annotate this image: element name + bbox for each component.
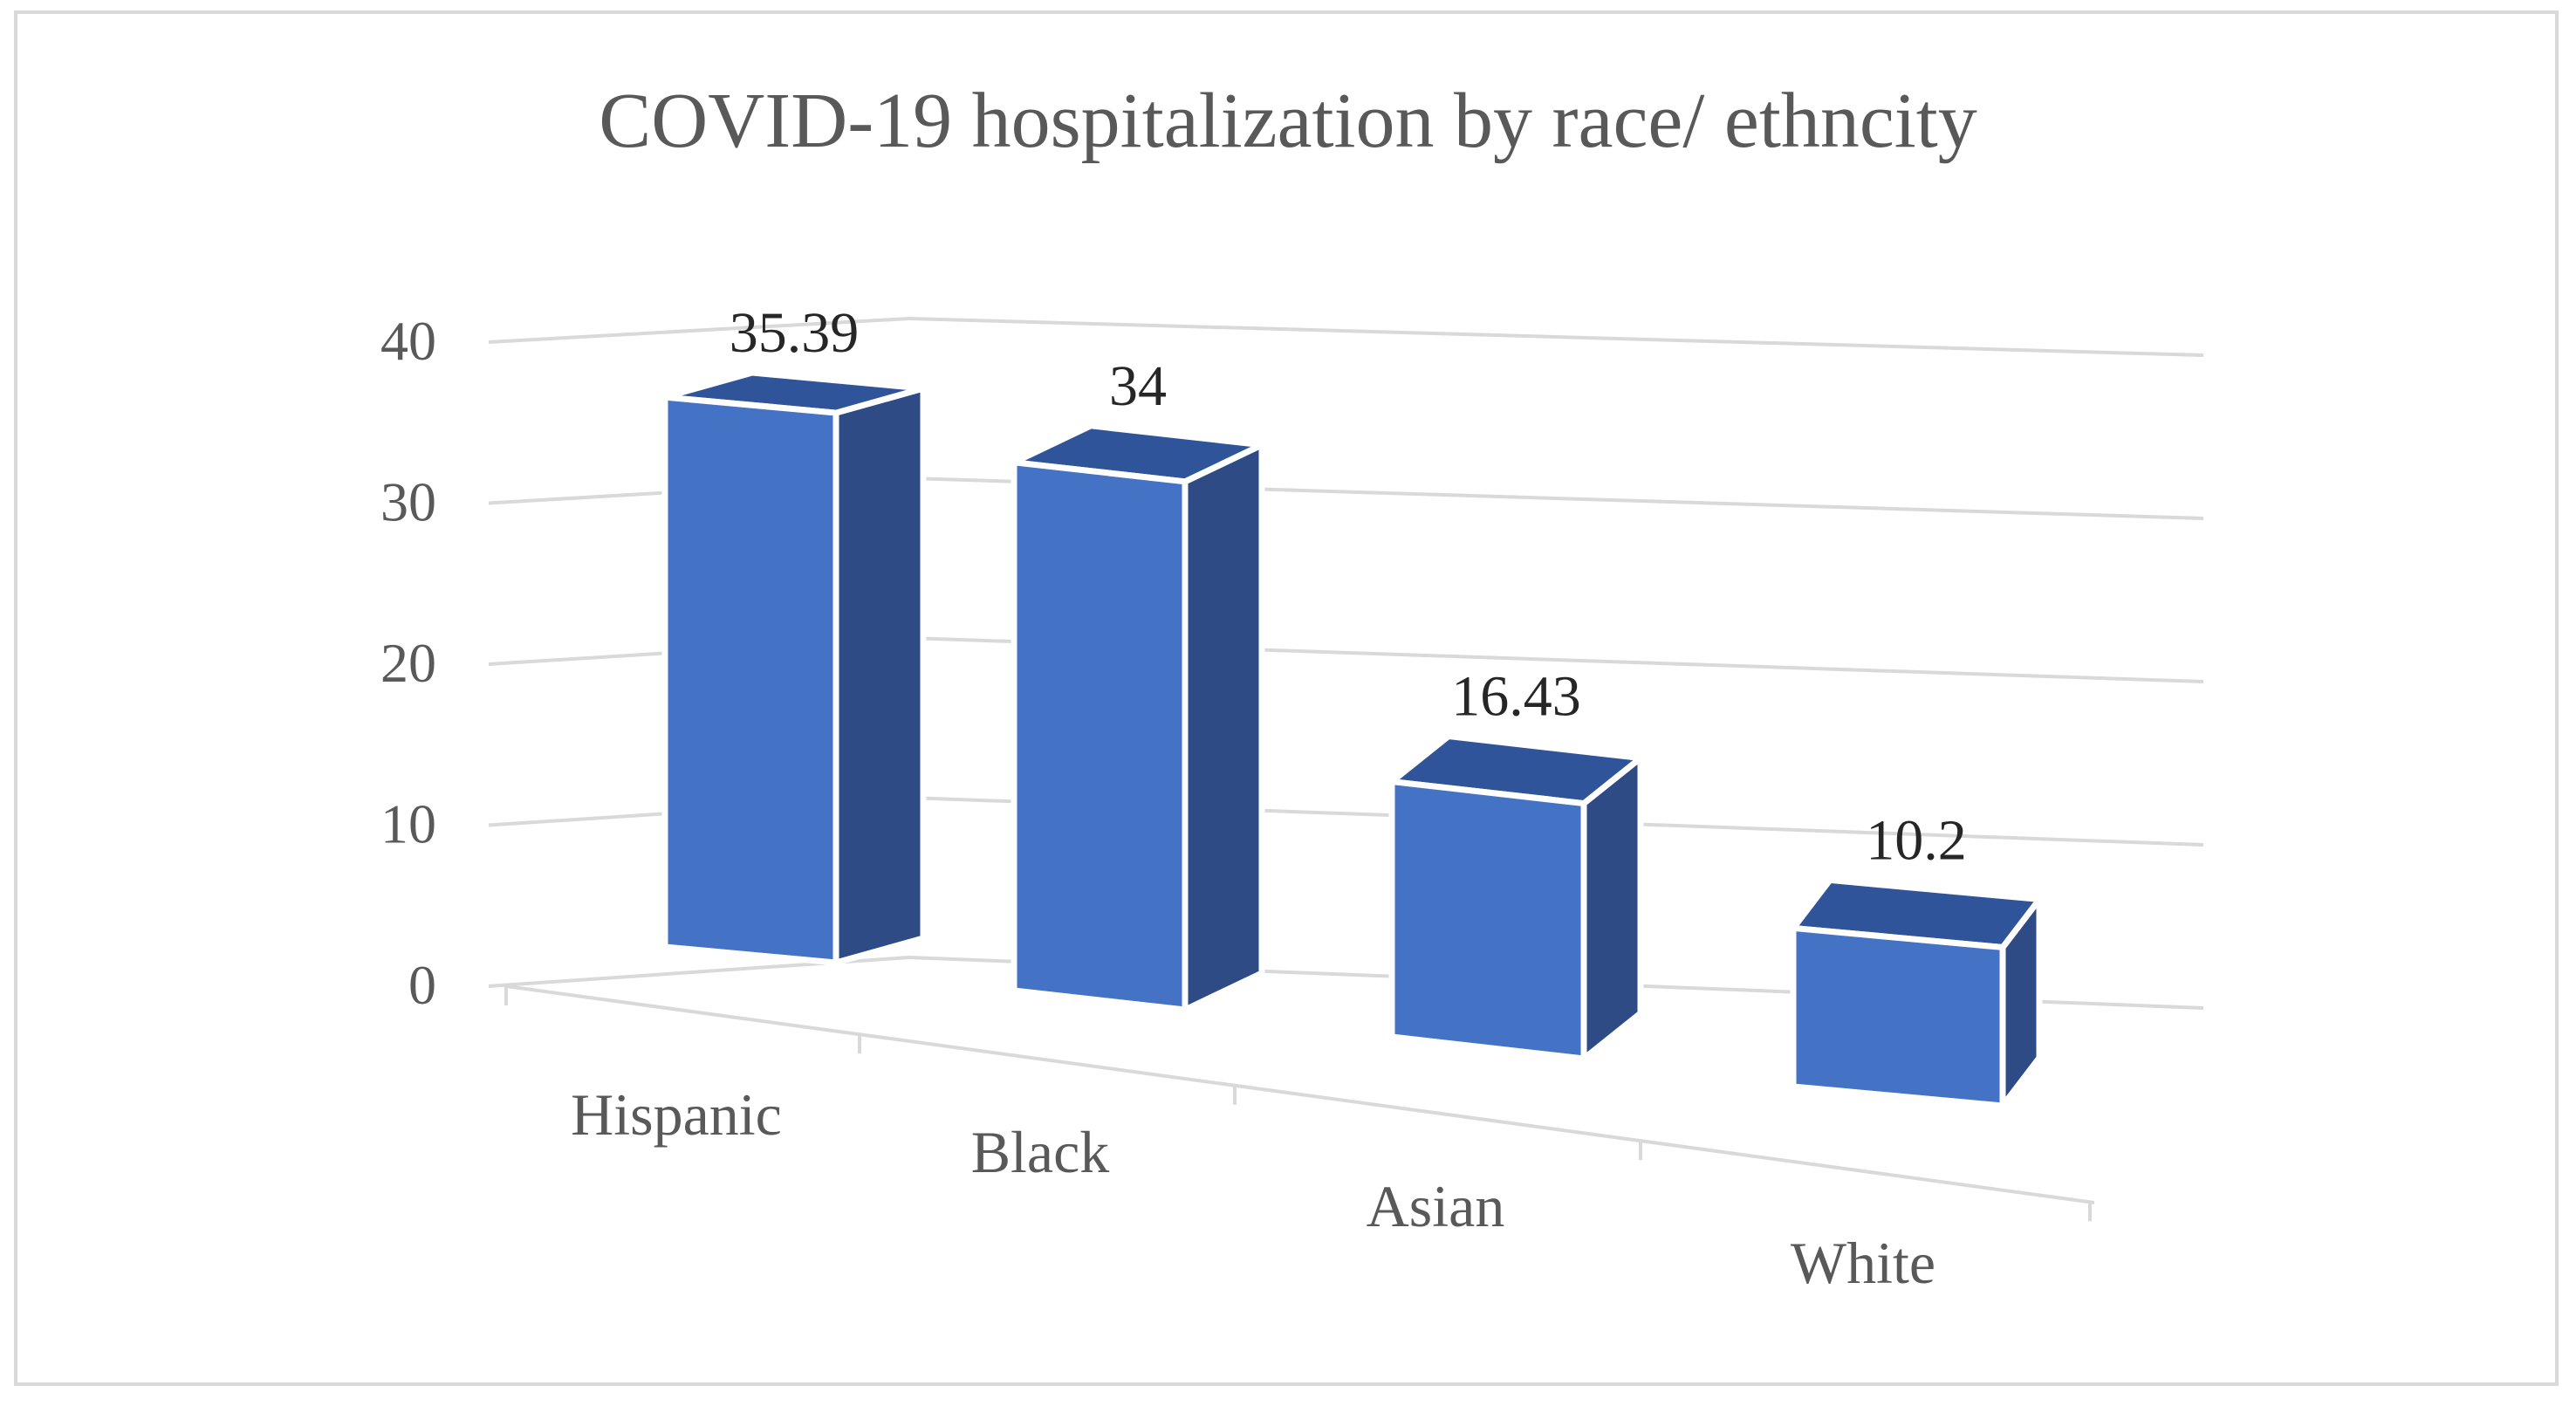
category-axis xyxy=(504,984,2095,1222)
chart-title: COVID-19 hospitalization by race/ ethnci… xyxy=(599,78,1977,164)
category-axis-line xyxy=(505,984,2095,1204)
y-tick-label: 40 xyxy=(380,310,436,372)
chart-frame xyxy=(14,10,2559,1386)
data-label: 10.2 xyxy=(1866,808,1967,872)
gridline xyxy=(908,317,2204,357)
bar-side-face xyxy=(1182,442,1265,1013)
bar-hispanic xyxy=(661,369,927,966)
bars xyxy=(661,369,2043,1109)
category-label: Hispanic xyxy=(571,1081,782,1148)
data-label: 34 xyxy=(1109,354,1167,418)
gridline-diag xyxy=(488,317,910,344)
value-axis-labels: 0 10 20 30 40 xyxy=(380,310,436,1016)
bar-black xyxy=(1011,422,1265,1013)
bar-asian xyxy=(1388,733,1644,1062)
y-tick-label: 0 xyxy=(408,954,436,1016)
y-tick-label: 10 xyxy=(380,793,436,855)
bar-front-face xyxy=(1790,924,2006,1109)
bar-front-face xyxy=(1011,459,1189,1013)
bar-front-face xyxy=(661,394,839,966)
category-label: White xyxy=(1791,1230,1935,1296)
category-label: Black xyxy=(971,1119,1110,1185)
bar-white xyxy=(1790,876,2043,1109)
bar-front-face xyxy=(1388,778,1587,1062)
category-label: Asian xyxy=(1367,1173,1505,1239)
bar-side-face xyxy=(1580,755,1644,1062)
category-axis-labels: Hispanic Black Asian White xyxy=(571,1081,1935,1296)
data-label: 35.39 xyxy=(730,301,860,365)
y-tick-label: 30 xyxy=(380,471,436,533)
y-tick-label: 20 xyxy=(380,632,436,694)
data-labels: 35.39 34 16.43 10.2 xyxy=(730,301,1967,872)
bar-side-face xyxy=(832,385,927,966)
data-label: 16.43 xyxy=(1451,665,1581,729)
